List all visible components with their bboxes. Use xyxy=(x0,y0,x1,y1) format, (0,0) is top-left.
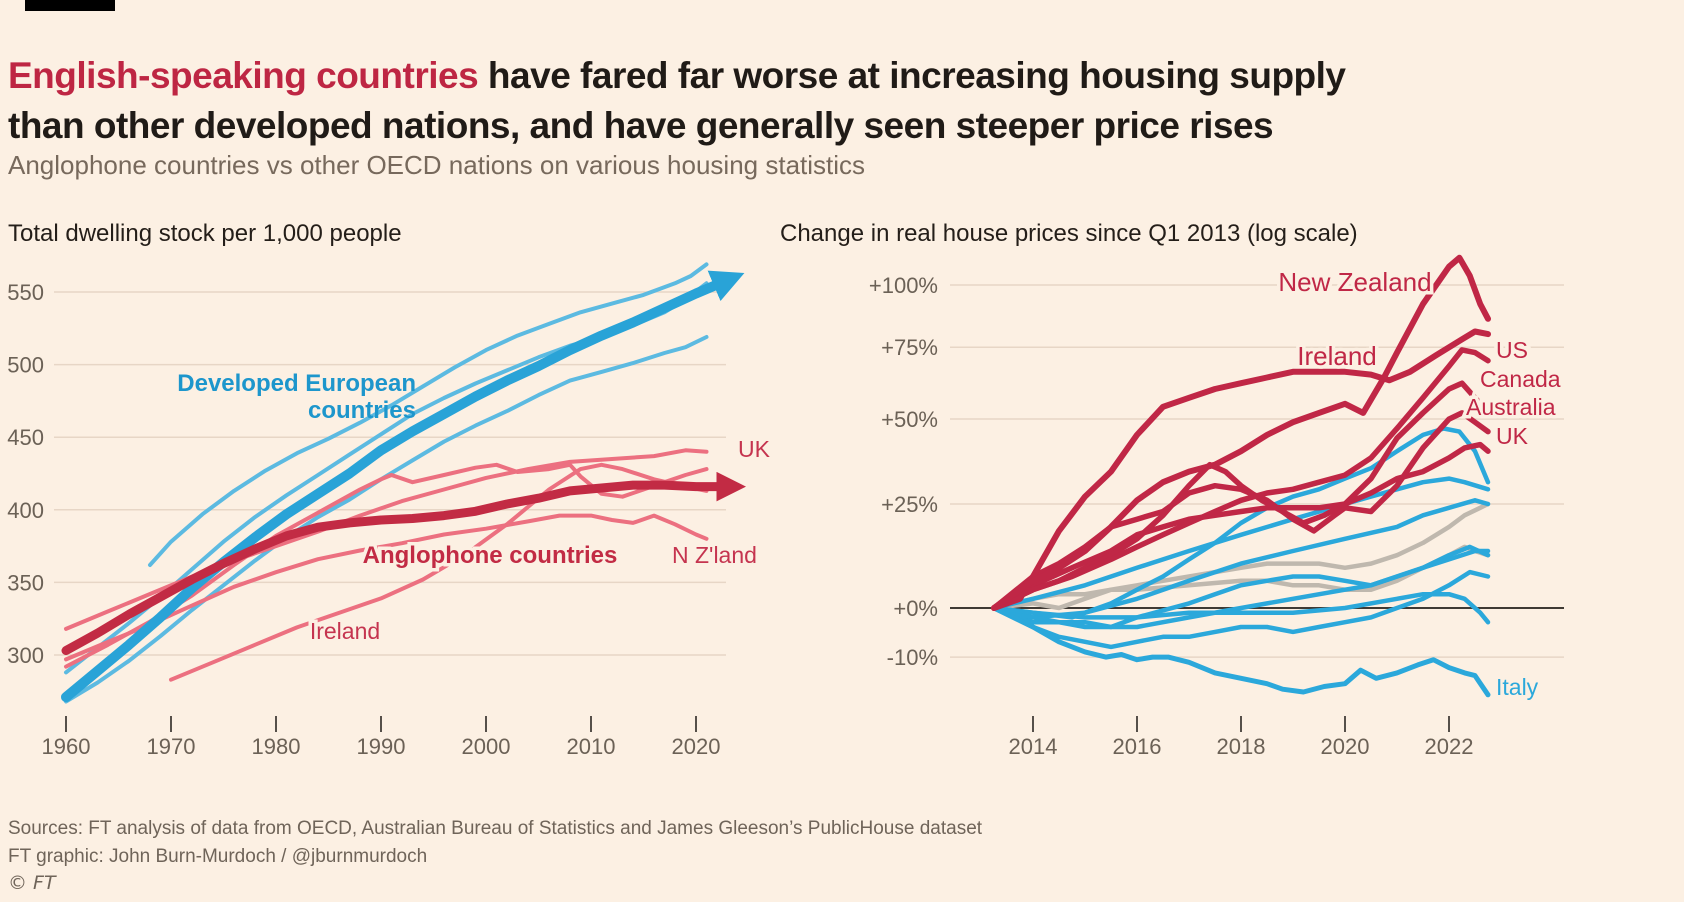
svg-text:1960: 1960 xyxy=(42,734,91,759)
house-price-chart: +100% +75% +50% +25% +0% -10% 2014 2016 2018 2020… xyxy=(869,254,1564,759)
svg-text:-10%: -10% xyxy=(887,645,938,670)
headline-highlight: English-speaking countries xyxy=(8,54,479,96)
copyright: © FT xyxy=(8,872,56,894)
svg-text:2020: 2020 xyxy=(672,734,721,759)
svg-text:+75%: +75% xyxy=(881,335,938,360)
svg-text:UK: UK xyxy=(1496,423,1529,449)
svg-text:2014: 2014 xyxy=(1009,734,1058,759)
svg-text:300: 300 xyxy=(7,643,44,668)
svg-text:N Z'land: N Z'land xyxy=(672,542,757,568)
svg-text:New Zealand: New Zealand xyxy=(1278,267,1431,297)
svg-text:2010: 2010 xyxy=(567,734,616,759)
subtitle: Anglophone countries vs other OECD natio… xyxy=(8,150,866,180)
svg-text:UK: UK xyxy=(738,436,771,462)
svg-text:2016: 2016 xyxy=(1113,734,1162,759)
headline-rest: have fared far worse at increasing housi… xyxy=(478,54,1346,96)
svg-text:450: 450 xyxy=(7,425,44,450)
svg-text:Australia: Australia xyxy=(1466,394,1556,420)
headline-line-1: English-speaking countries have fared fa… xyxy=(8,51,1346,101)
svg-text:1970: 1970 xyxy=(147,734,196,759)
svg-text:1980: 1980 xyxy=(252,734,301,759)
svg-text:1990: 1990 xyxy=(357,734,406,759)
ft-top-bar xyxy=(25,0,115,11)
svg-text:500: 500 xyxy=(7,353,44,378)
svg-text:2020: 2020 xyxy=(1321,734,1370,759)
svg-text:2022: 2022 xyxy=(1425,734,1474,759)
headline-line-2: than other developed nations, and have g… xyxy=(8,104,1274,146)
svg-text:Ireland: Ireland xyxy=(310,618,380,644)
svg-text:+50%: +50% xyxy=(881,407,938,432)
svg-text:2018: 2018 xyxy=(1217,734,1266,759)
sources-note: Sources: FT analysis of data from OECD, … xyxy=(8,818,983,839)
right-chart-title: Change in real house prices since Q1 201… xyxy=(780,220,1358,247)
svg-text:Anglophone countries: Anglophone countries xyxy=(363,542,618,569)
svg-text:Ireland: Ireland xyxy=(1297,341,1377,371)
svg-text:550: 550 xyxy=(7,280,44,305)
graphic-credit: FT graphic: John Burn-Murdoch / @jburnmu… xyxy=(8,846,428,867)
svg-text:2000: 2000 xyxy=(462,734,511,759)
left-chart-title: Total dwelling stock per 1,000 people xyxy=(8,220,402,247)
svg-text:US: US xyxy=(1496,337,1528,363)
svg-text:Canada: Canada xyxy=(1480,366,1561,392)
svg-text:+100%: +100% xyxy=(869,273,938,298)
page-title: English-speaking countries have fared fa… xyxy=(8,51,1346,151)
dwelling-stock-chart: 550 500 450 400 350 300 1960 1970 1980 1990 2000 20… xyxy=(7,262,771,759)
svg-text:400: 400 xyxy=(7,498,44,523)
svg-text:Italy: Italy xyxy=(1496,674,1539,700)
svg-text:countries: countries xyxy=(308,397,416,424)
svg-text:Developed European: Developed European xyxy=(177,370,416,397)
svg-text:+0%: +0% xyxy=(893,596,938,621)
svg-text:350: 350 xyxy=(7,570,44,595)
svg-text:+25%: +25% xyxy=(881,492,938,517)
